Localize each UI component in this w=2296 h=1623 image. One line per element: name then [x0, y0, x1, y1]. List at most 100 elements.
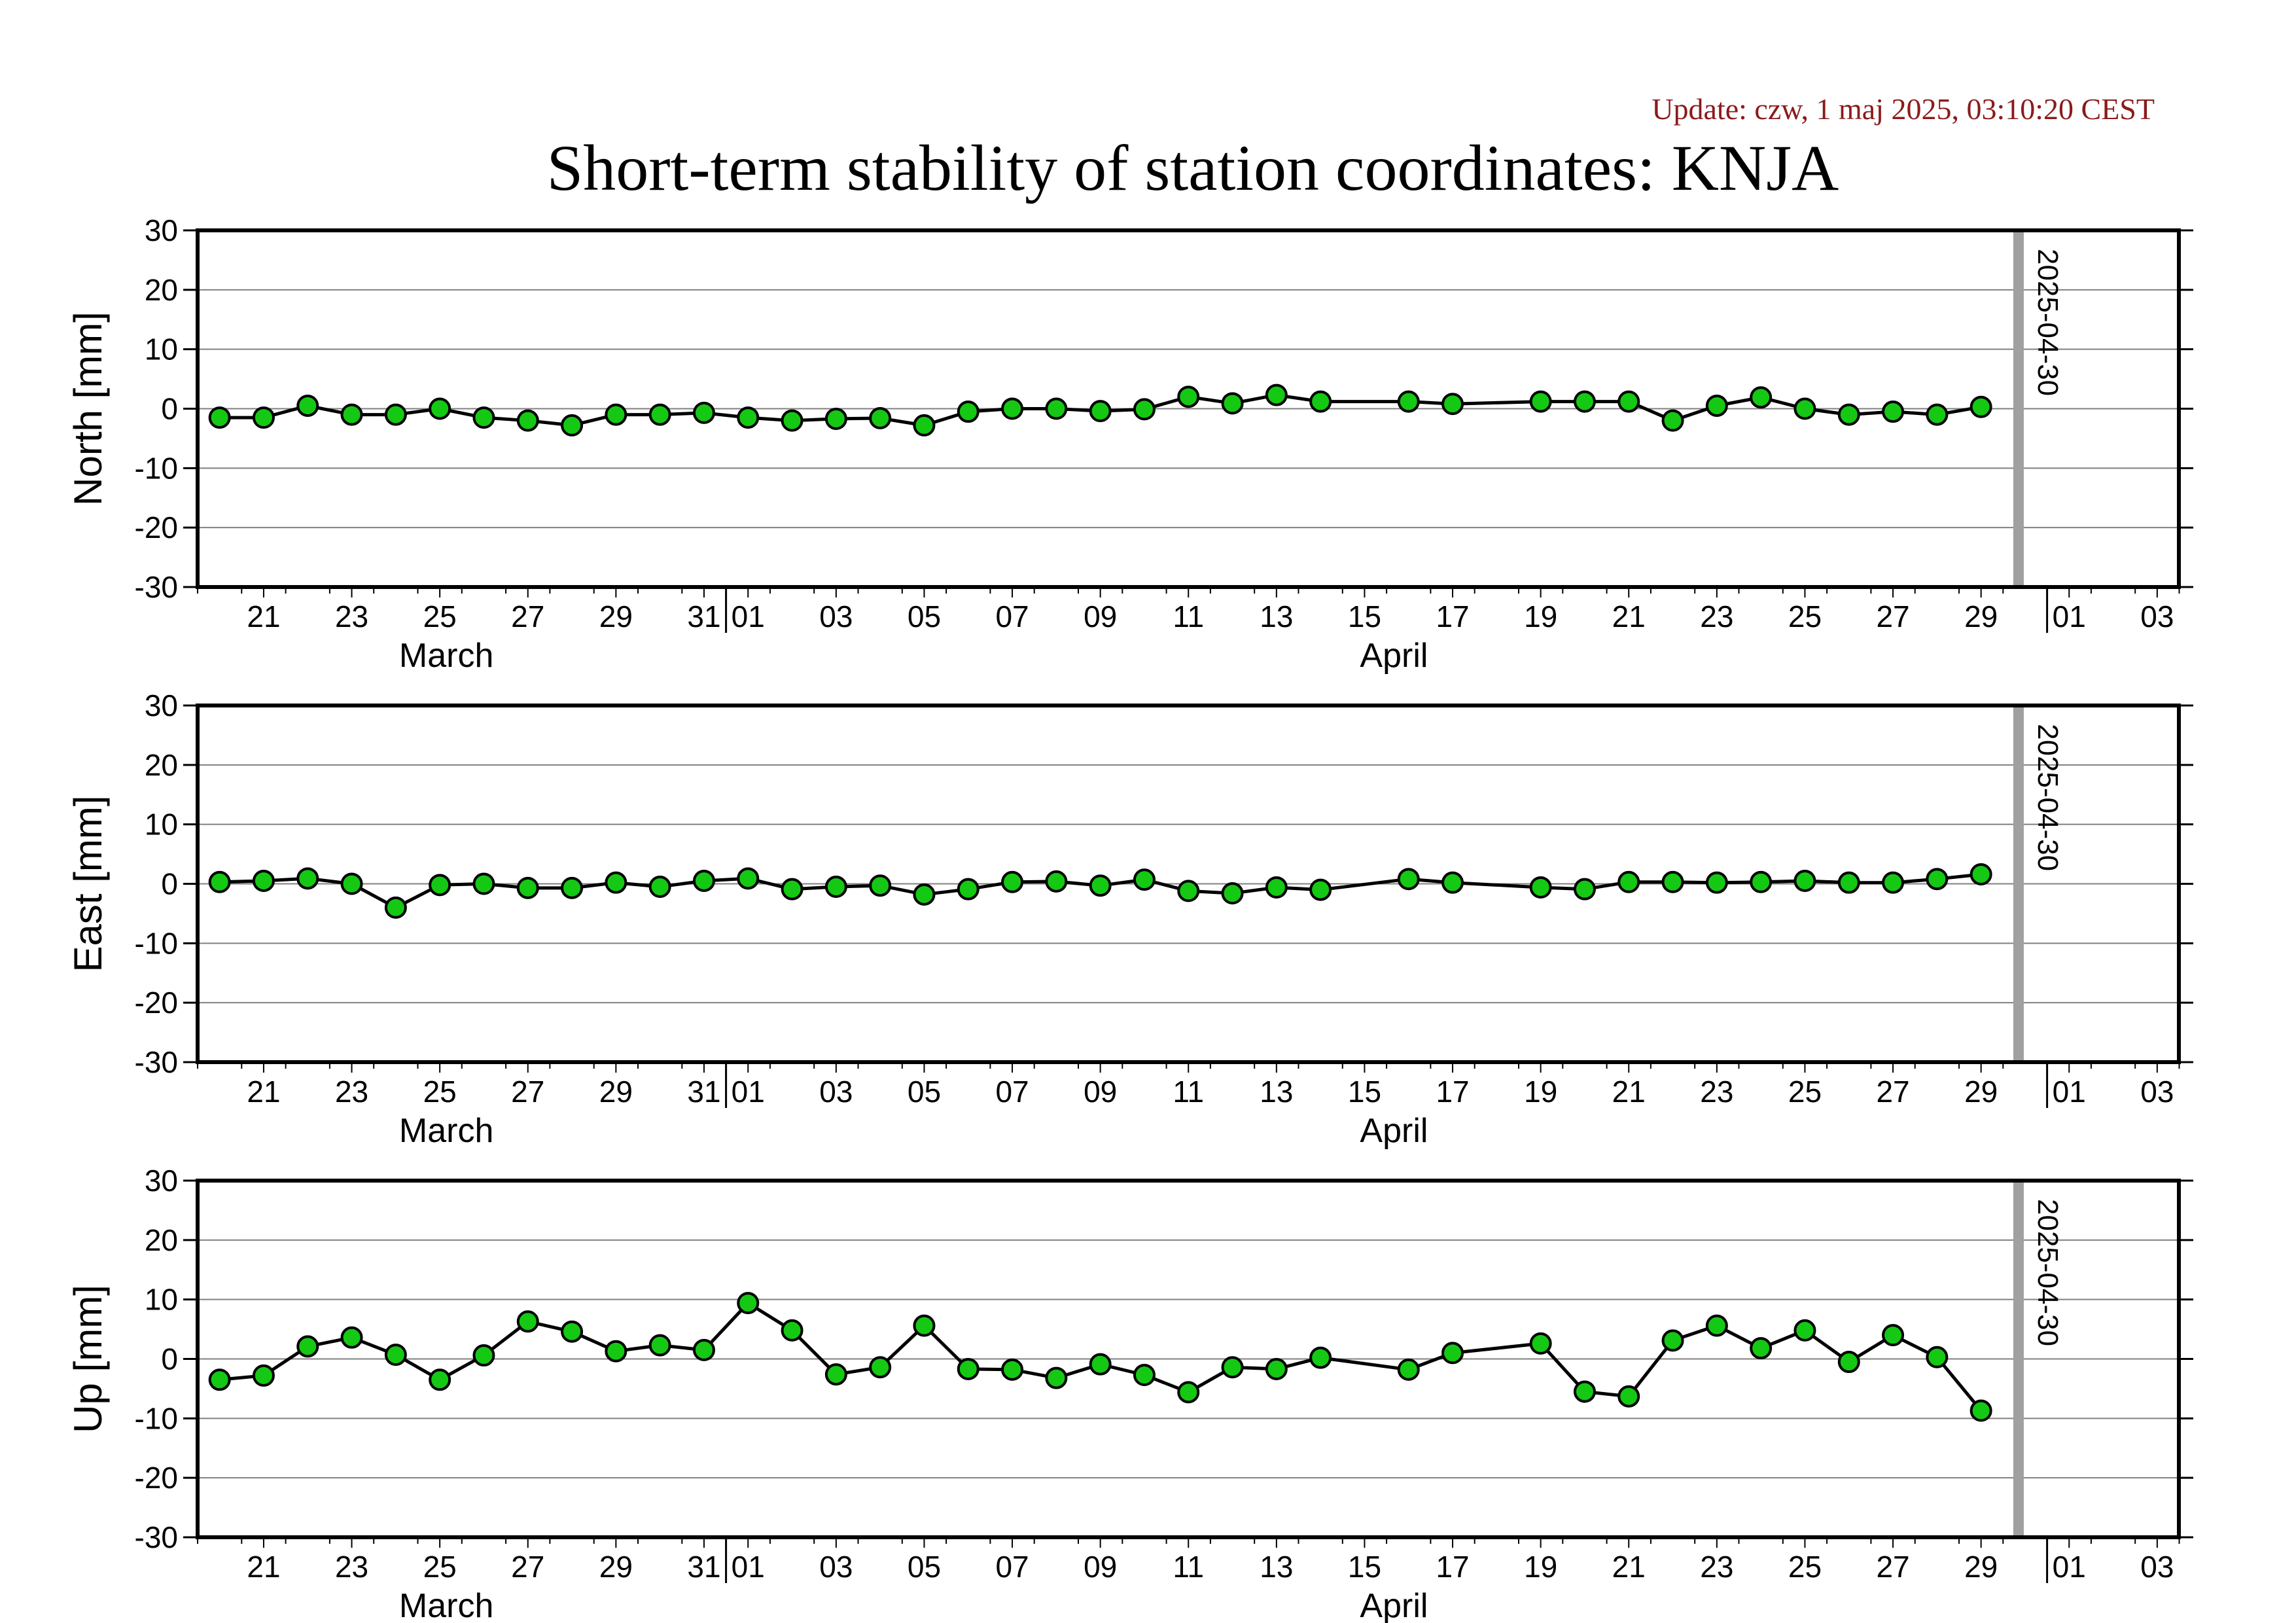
x-tick-label: 09	[1084, 1075, 1117, 1109]
y-tick-label: 30	[145, 1164, 178, 1198]
data-point	[516, 1310, 539, 1333]
x-tick-label: 01	[732, 1075, 765, 1109]
x-tick-label: 29	[1964, 1075, 1998, 1109]
data-point	[605, 1340, 627, 1363]
x-tick-label: 29	[599, 599, 633, 633]
data-point	[1397, 868, 1420, 891]
panels-group: 2025-04-30 30 20 10 0 -10 -20 -30 North [mm] 21 23…	[66, 213, 2193, 1623]
x-tick-label: 03	[2140, 599, 2174, 633]
x-tick-label: 09	[1084, 1550, 1117, 1584]
data-point	[1926, 403, 1949, 426]
x-tick-label: 03	[819, 599, 853, 633]
y-tick-label: -10	[135, 1401, 178, 1435]
x-tick-label: 27	[511, 599, 544, 633]
data-point	[692, 1338, 715, 1361]
x-tick-label: 29	[1964, 1550, 1998, 1584]
data-point	[1089, 1353, 1112, 1376]
data-point	[1573, 390, 1596, 413]
x-tick-label: 25	[423, 1550, 457, 1584]
data-point	[1265, 1357, 1288, 1380]
data-point	[208, 870, 231, 893]
data-point	[340, 403, 363, 426]
data-point	[472, 406, 495, 429]
data-point	[1397, 1358, 1420, 1381]
data-point	[1793, 869, 1816, 892]
data-point	[1045, 870, 1068, 893]
data-point	[1001, 870, 1024, 893]
data-point	[781, 409, 804, 432]
data-point	[1705, 1314, 1728, 1337]
data-point	[1221, 392, 1244, 415]
x-tick-label: 27	[511, 1075, 544, 1109]
x-tick-label: 15	[1348, 1550, 1381, 1584]
month-label: April	[1360, 637, 1428, 675]
data-point	[1793, 1319, 1816, 1342]
data-point	[208, 1368, 231, 1391]
month-label: March	[399, 1587, 493, 1623]
x-tick-label: 19	[1524, 1075, 1557, 1109]
y-tick-label: 30	[145, 688, 178, 722]
data-point	[1177, 1381, 1200, 1404]
data-point	[296, 1335, 319, 1358]
y-tick-label: 20	[145, 748, 178, 782]
x-tick-label: 31	[687, 1550, 720, 1584]
current-date-bar	[2013, 1181, 2024, 1537]
x-tick-label: 07	[995, 1550, 1029, 1584]
data-point	[648, 876, 671, 899]
x-tick-label: 27	[1876, 599, 1909, 633]
data-point	[1793, 397, 1816, 420]
data-point	[208, 406, 231, 429]
data-point	[296, 394, 319, 417]
x-tick-label: 21	[247, 1075, 280, 1109]
data-point	[1309, 390, 1332, 413]
data-point	[869, 407, 892, 430]
data-point	[429, 397, 451, 420]
data-point	[869, 1356, 892, 1379]
data-point	[1750, 870, 1773, 893]
data-point	[737, 867, 760, 890]
x-tick-label: 07	[995, 1075, 1029, 1109]
data-point	[1133, 1364, 1156, 1387]
x-tick-label: 19	[1524, 599, 1557, 633]
data-point	[1133, 868, 1156, 891]
data-point	[1529, 1332, 1552, 1355]
y-tick-label: 0	[161, 1342, 178, 1376]
x-tick-label: 31	[687, 1075, 720, 1109]
x-tick-label: 25	[1788, 1075, 1822, 1109]
x-tick-label: 13	[1260, 1550, 1293, 1584]
x-tick-label: 01	[2053, 1075, 2086, 1109]
data-point	[1045, 397, 1068, 420]
y-tick-label: -30	[135, 1520, 178, 1554]
data-point	[472, 872, 495, 895]
x-tick-label: 03	[2140, 1550, 2174, 1584]
x-tick-label: 01	[2053, 599, 2086, 633]
x-tick-label: 09	[1084, 599, 1117, 633]
data-point	[1089, 874, 1112, 897]
x-tick-label: 25	[423, 599, 457, 633]
y-axis-label: Up [mm]	[66, 1285, 110, 1433]
month-label: April	[1360, 1587, 1428, 1623]
data-point	[781, 1319, 804, 1342]
data-point	[1837, 871, 1860, 894]
y-tick-label: -20	[135, 1461, 178, 1495]
x-tick-label: 23	[335, 1550, 368, 1584]
y-tick-label: -30	[135, 570, 178, 604]
x-tick-label: 27	[511, 1550, 544, 1584]
data-point	[1573, 1380, 1596, 1403]
data-point	[1221, 882, 1244, 905]
x-tick-label: 03	[819, 1550, 853, 1584]
panel-2: 2025-04-30 30 20 10 0 -10 -20 -30 Up [mm] 21 23 25 2…	[66, 1164, 2193, 1623]
data-point	[429, 1368, 451, 1391]
data-point	[824, 876, 847, 899]
data-point	[692, 401, 715, 424]
data-point	[1177, 880, 1200, 902]
y-tick-label: 10	[145, 1283, 178, 1317]
y-tick-label: 30	[145, 213, 178, 247]
x-tick-label: 31	[687, 599, 720, 633]
current-date-label: 2025-04-30	[2032, 724, 2064, 871]
data-point	[561, 876, 584, 899]
data-point	[1882, 1324, 1905, 1347]
x-tick-label: 05	[908, 1075, 941, 1109]
x-tick-label: 01	[732, 1550, 765, 1584]
